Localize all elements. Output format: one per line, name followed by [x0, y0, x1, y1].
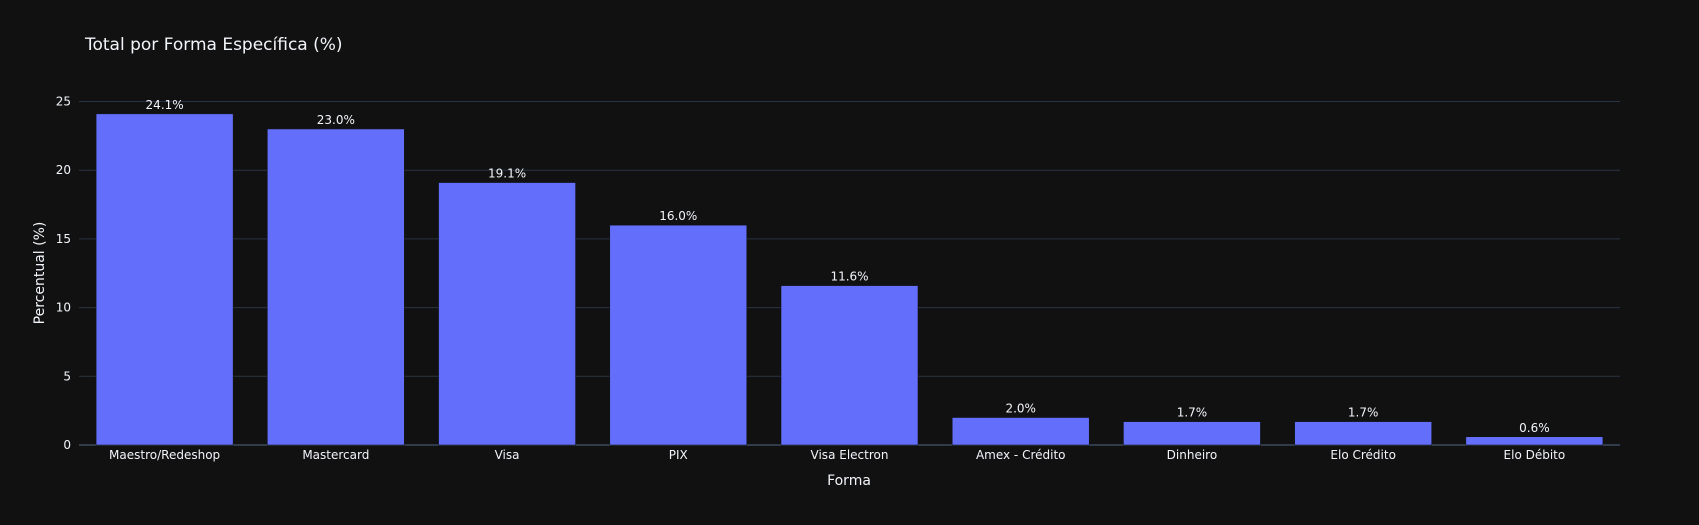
bar[interactable] [267, 128, 405, 446]
bar[interactable] [95, 113, 234, 446]
bar-value-label: 16.0% [659, 209, 697, 223]
bar-value-label: 1.7% [1348, 406, 1379, 420]
data-labels: 24.1% 23.0% 19.1% 16.0% 11.6% 2.0% 1.7% 1.7% 0.6… [146, 98, 1550, 435]
x-tick-label: PIX [669, 448, 688, 462]
bar-value-label: 0.6% [1519, 421, 1550, 435]
bar-value-label: 1.7% [1177, 406, 1208, 420]
x-tick-label: Mastercard [302, 448, 369, 462]
x-tick-label: Elo Débito [1504, 448, 1566, 462]
bar[interactable] [438, 182, 576, 446]
x-axis-title: Forma [827, 473, 871, 489]
bar[interactable] [780, 285, 919, 446]
x-axis-ticks: Maestro/Redeshop Mastercard Visa PIX Visa El… [109, 448, 1565, 462]
y-tick-label: 20 [56, 163, 71, 177]
x-tick-label: Amex - Crédito [976, 448, 1066, 462]
bar-value-label: 2.0% [1005, 402, 1036, 416]
y-tick-label: 5 [63, 369, 71, 383]
bar[interactable] [1294, 421, 1432, 446]
bar-value-label: 23.0% [317, 113, 355, 127]
x-tick-label: Dinheiro [1167, 448, 1218, 462]
bar[interactable] [1465, 436, 1604, 446]
bar[interactable] [951, 417, 1090, 446]
x-tick-label: Maestro/Redeshop [109, 448, 220, 462]
y-axis-title: Percentual (%) [32, 222, 48, 325]
chart-title: Total por Forma Específica (%) [84, 35, 343, 55]
y-axis-ticks: 0 5 10 15 20 25 [56, 94, 71, 452]
x-tick-label: Elo Crédito [1330, 448, 1396, 462]
bar[interactable] [609, 224, 748, 446]
bar[interactable] [1123, 421, 1261, 446]
bars [95, 113, 1604, 446]
y-tick-label: 25 [56, 94, 71, 108]
bar-value-label: 24.1% [146, 98, 184, 112]
y-tick-label: 15 [56, 232, 71, 246]
x-tick-label: Visa Electron [811, 448, 889, 462]
y-tick-label: 10 [56, 301, 71, 315]
y-tick-label: 0 [63, 438, 71, 452]
bar-value-label: 11.6% [830, 270, 868, 284]
x-tick-label: Visa [495, 448, 520, 462]
bar-value-label: 19.1% [488, 167, 526, 181]
